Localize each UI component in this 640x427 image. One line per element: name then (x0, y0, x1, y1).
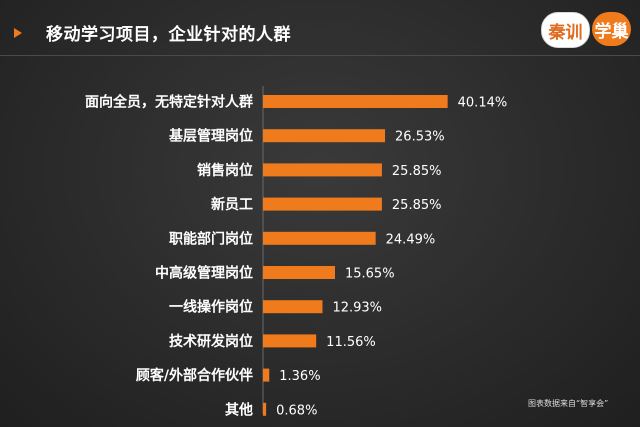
logo-right-text: 学巢 (591, 12, 631, 46)
bar (263, 402, 267, 416)
title-marker-icon (14, 28, 22, 38)
bar (263, 266, 335, 279)
data-label: 26.53% (395, 130, 445, 145)
data-label: 25.85% (392, 164, 442, 179)
bar (263, 129, 386, 143)
category-label: 销售岗位 (197, 162, 253, 179)
bar (263, 334, 317, 348)
brand-logo: 秦训 学巢 (541, 12, 631, 48)
data-label: 11.56% (326, 335, 376, 350)
data-label: 24.49% (386, 232, 436, 247)
category-label: 新员工 (211, 196, 253, 213)
category-label: 中高级管理岗位 (155, 265, 253, 282)
bar (263, 95, 448, 108)
category-label: 基层管理岗位 (169, 128, 253, 145)
page-title: 移动学习项目，企业针对的人群 (46, 25, 291, 45)
category-label: 职能部门岗位 (169, 230, 253, 247)
bar (263, 300, 323, 314)
data-label: 12.93% (332, 301, 382, 316)
bar (263, 163, 382, 177)
source-note: 图表数据来自“智享会” (528, 399, 609, 408)
data-label: 1.36% (279, 369, 320, 384)
bar (263, 197, 382, 211)
data-label: 25.85% (392, 198, 442, 213)
category-label: 技术研发岗位 (169, 333, 253, 350)
data-label: 15.65% (345, 267, 395, 282)
category-label: 其他 (225, 401, 253, 418)
category-label: 顾客/外部合作伙伴 (136, 367, 253, 384)
logo-left-text: 秦训 (541, 12, 590, 48)
category-label: 面向全员，无特定针对人群 (85, 94, 253, 111)
data-label: 0.68% (276, 403, 317, 418)
data-label: 40.14% (458, 96, 508, 111)
bar (263, 231, 376, 245)
header-divider (0, 55, 640, 56)
bar (263, 368, 270, 382)
category-label: 一线操作岗位 (169, 299, 253, 316)
